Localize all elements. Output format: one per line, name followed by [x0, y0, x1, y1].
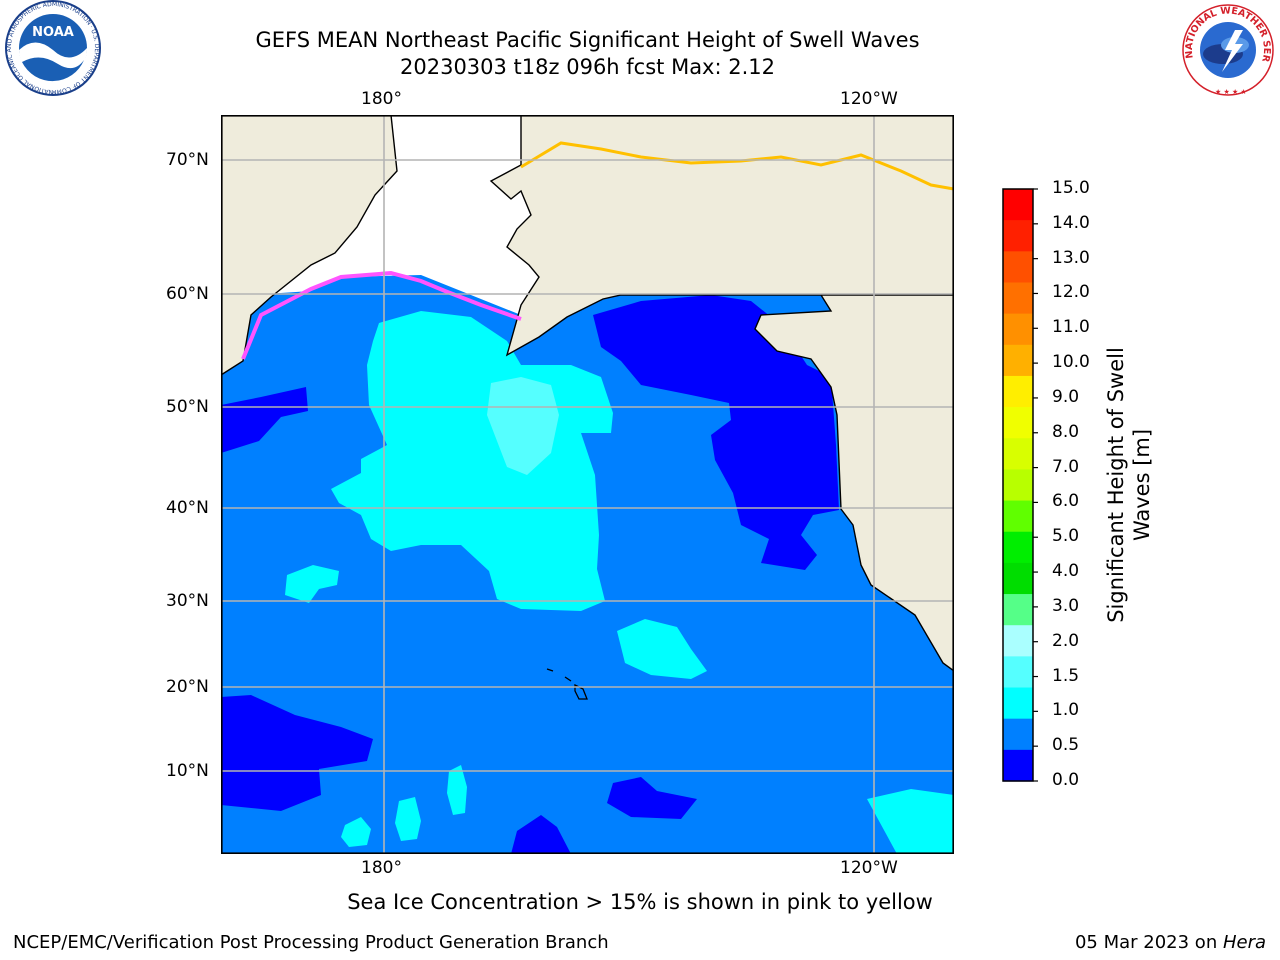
colorbar-segment [1003, 718, 1033, 751]
noaa-wordmark: NOAA [32, 25, 74, 40]
lon-tick-top-120w: 120°W [840, 89, 898, 109]
high-swell-region-s1 [395, 797, 421, 841]
high-swell-region-s2 [447, 765, 467, 815]
noaa-logo: NATIONAL OCEANIC AND ATMOSPHERIC ADMINIS… [0, 0, 103, 98]
land-bc-coast [754, 294, 954, 672]
colorbar-tick-label: 1.5 [1052, 665, 1080, 686]
colorbar-tick-label: 14.0 [1052, 212, 1090, 233]
footer-credit: NCEP/EMC/Verification Post Processing Pr… [13, 932, 609, 953]
colorbar-segment [1003, 531, 1033, 564]
colorbar-segment [1003, 749, 1033, 782]
lon-tick-top-180: 180° [361, 89, 402, 109]
lat-tick-70n: 70°N [166, 150, 209, 170]
colorbar-segment [1003, 313, 1033, 346]
lat-tick-20n: 20°N [166, 677, 209, 697]
colorbar-tick-label: 5.0 [1052, 526, 1080, 547]
colorbar-tick-label: 13.0 [1052, 247, 1090, 268]
sea-ice-edge-arctic [520, 141, 954, 191]
colorbar-tick-label: 1.0 [1052, 700, 1080, 721]
footer-date: 05 Mar 2023 on Hera [1074, 932, 1266, 953]
colorbar-tick-label: 11.0 [1052, 317, 1090, 338]
colorbar-segment [1003, 189, 1033, 221]
chart-title: GEFS MEAN Northeast Pacific Significant … [255, 28, 920, 52]
graticule [221, 115, 954, 854]
colorbar-tick-label: 3.0 [1052, 595, 1080, 616]
colorbar-segment [1003, 625, 1033, 657]
colorbar-segment [1003, 500, 1033, 533]
colorbar-segment [1003, 282, 1033, 315]
colorbar-tick-label: 8.0 [1052, 421, 1080, 442]
lat-tick-40n: 40°N [166, 498, 209, 518]
high-swell-region-e [617, 619, 707, 679]
colorbar-segment [1003, 469, 1033, 502]
low-swell-region-s2 [511, 815, 571, 854]
colorbar-segment [1003, 687, 1033, 720]
low-swell-region-sw [221, 695, 373, 811]
colorbar-segment [1003, 438, 1033, 471]
colorbar-tick-label: 12.0 [1052, 282, 1090, 303]
colorbar-tick-label: 2.0 [1052, 630, 1080, 651]
colorbar-segment [1003, 344, 1033, 377]
map-frame [221, 115, 954, 854]
colorbar-segment [1003, 407, 1033, 439]
lat-tick-50n: 50°N [166, 397, 209, 417]
sea-ice-note: Sea Ice Concentration > 15% is shown in … [347, 890, 933, 914]
colorbar-segment [1003, 375, 1033, 408]
colorbar-tick-label: 9.0 [1052, 386, 1080, 407]
high-swell-region-s3 [341, 817, 371, 847]
low-swell-region-ne [593, 295, 839, 570]
lon-tick-bottom-120w: 120°W [840, 858, 898, 878]
low-swell-region-s1 [607, 777, 697, 819]
land-chukotka [221, 115, 398, 376]
lat-tick-10n: 10°N [166, 761, 209, 781]
peak-swell-region [487, 377, 559, 475]
colorbar-segment [1003, 562, 1033, 595]
svg-text:★ ★ ★ ★: ★ ★ ★ ★ [1215, 88, 1247, 96]
sea-ice-edge-bering [241, 270, 522, 360]
colorbar-tick-label: 6.0 [1052, 491, 1080, 512]
lat-tick-60n: 60°N [166, 284, 209, 304]
nws-logo: NATIONAL WEATHER SERVICE ★ ★ ★ ★ [1175, 0, 1276, 98]
colorbar-tick-label: 15.0 [1052, 178, 1090, 198]
colorbar-tick-label: 10.0 [1052, 352, 1090, 373]
lat-tick-30n: 30°N [166, 591, 209, 611]
low-swell-region-nw [221, 387, 308, 453]
chart-subtitle: 20230303 t18z 096h fcst Max: 2.12 [400, 55, 775, 79]
colorbar-tick-label: 0.5 [1052, 735, 1080, 756]
colorbar-tick-label: 7.0 [1052, 456, 1080, 477]
high-swell-region-se [867, 789, 954, 854]
swell-height-map [221, 115, 954, 854]
colorbar-frame [1002, 188, 1034, 782]
colorbar [1002, 188, 1038, 782]
colorbar-segment [1003, 251, 1033, 284]
colorbar-title: Significant Height of Swell Waves [m] [1104, 347, 1154, 623]
hawaii-islands [546, 668, 588, 700]
high-swell-region-w [285, 565, 339, 603]
colorbar-segment [1003, 656, 1033, 689]
colorbar-segment [1003, 594, 1033, 626]
colorbar-tick-label: 0.0 [1052, 770, 1080, 790]
colorbar-tick-label: 4.0 [1052, 561, 1080, 582]
lon-tick-bottom-180: 180° [361, 858, 402, 878]
colorbar-segment [1003, 220, 1033, 252]
